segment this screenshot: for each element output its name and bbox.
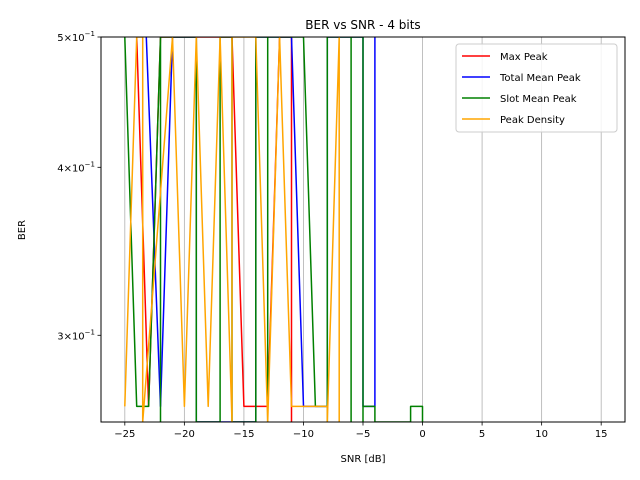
legend-label-max-peak: Max Peak	[500, 52, 548, 63]
legend-box	[455, 43, 618, 133]
x-tick-label: 5	[479, 429, 485, 440]
series-line-slot-mean-peak	[124, 37, 424, 422]
legend-label-peak-density: Peak Density	[500, 115, 565, 126]
y-axis: 5×10−1 4×10−1 3×10−1	[57, 30, 101, 342]
legend-label-total-mean-peak: Total Mean Peak	[499, 73, 581, 84]
x-tick-label: 0	[419, 429, 425, 440]
x-tick-label: −25	[114, 429, 135, 440]
series-line-peak-density	[124, 37, 340, 422]
x-tick-label: −10	[293, 429, 314, 440]
legend-label-slot-mean-peak: Slot Mean Peak	[500, 94, 577, 105]
x-axis: −25 −20 −15 −10 −5 0 5 10 15	[114, 422, 608, 440]
series-layer	[124, 37, 424, 422]
legend: Max Peak Total Mean Peak Slot Mean Peak Pea…	[455, 43, 618, 133]
y-tick-label: 5×10−1	[57, 30, 95, 44]
y-axis-label: BER	[17, 220, 28, 240]
x-tick-label: −15	[233, 429, 254, 440]
x-tick-label: −5	[356, 429, 371, 440]
chart-title: BER vs SNR - 4 bits	[305, 18, 420, 32]
y-tick-label: 4×10−1	[57, 160, 95, 174]
x-tick-label: 15	[595, 429, 608, 440]
x-tick-label: 10	[535, 429, 548, 440]
x-tick-label: −20	[174, 429, 195, 440]
y-tick-label: 3×10−1	[57, 328, 95, 342]
x-axis-label: SNR [dB]	[341, 454, 386, 465]
